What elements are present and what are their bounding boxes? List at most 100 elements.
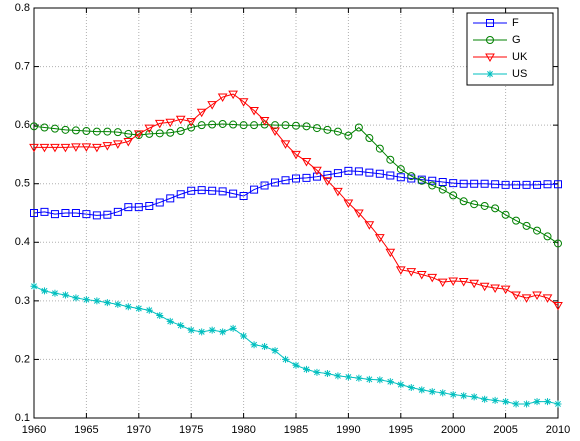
marker bbox=[218, 187, 227, 196]
marker bbox=[39, 143, 50, 153]
marker bbox=[259, 116, 270, 126]
legend-box bbox=[466, 12, 554, 86]
marker bbox=[428, 388, 436, 396]
marker bbox=[281, 121, 290, 130]
y-tick-label: 0.6 bbox=[15, 119, 30, 131]
x-tick-label: 1970 bbox=[127, 424, 151, 436]
marker bbox=[102, 142, 113, 151]
marker bbox=[502, 398, 510, 406]
marker bbox=[416, 271, 427, 280]
marker bbox=[512, 400, 520, 408]
marker bbox=[554, 400, 562, 408]
marker bbox=[30, 282, 38, 290]
marker bbox=[166, 317, 174, 325]
marker bbox=[501, 180, 510, 189]
marker bbox=[124, 203, 133, 212]
marker bbox=[145, 306, 153, 314]
marker bbox=[239, 121, 248, 130]
x-tick-label: 1990 bbox=[336, 424, 360, 436]
marker bbox=[92, 211, 101, 220]
marker bbox=[544, 398, 552, 406]
y-tick-label: 0.2 bbox=[15, 353, 30, 365]
x-tick-label: 2010 bbox=[546, 424, 570, 436]
marker bbox=[228, 90, 238, 100]
marker bbox=[281, 176, 290, 185]
marker bbox=[114, 300, 122, 308]
marker bbox=[397, 381, 405, 389]
marker bbox=[238, 98, 249, 107]
marker bbox=[61, 291, 69, 299]
marker bbox=[135, 304, 143, 312]
marker bbox=[133, 130, 144, 139]
marker bbox=[82, 210, 91, 219]
marker bbox=[82, 127, 91, 135]
marker bbox=[196, 108, 207, 118]
marker bbox=[71, 209, 80, 217]
legend-marker bbox=[486, 70, 494, 78]
marker bbox=[219, 328, 227, 336]
marker bbox=[532, 291, 542, 301]
marker bbox=[71, 143, 81, 152]
marker bbox=[61, 209, 70, 217]
marker bbox=[208, 120, 217, 129]
marker bbox=[365, 168, 374, 177]
marker bbox=[459, 179, 468, 188]
marker bbox=[239, 192, 248, 201]
marker bbox=[523, 400, 531, 408]
legend: FG UK US bbox=[466, 12, 554, 86]
marker bbox=[144, 124, 155, 134]
marker bbox=[375, 169, 384, 178]
marker bbox=[437, 278, 448, 288]
marker bbox=[301, 157, 312, 167]
marker bbox=[261, 343, 269, 351]
marker bbox=[448, 277, 459, 286]
marker bbox=[155, 198, 164, 207]
marker bbox=[522, 180, 531, 189]
marker bbox=[208, 186, 217, 195]
marker bbox=[124, 303, 132, 311]
marker bbox=[72, 294, 80, 302]
marker bbox=[385, 248, 396, 258]
marker bbox=[501, 210, 510, 219]
marker bbox=[81, 143, 92, 152]
marker bbox=[417, 176, 426, 185]
marker bbox=[512, 180, 521, 189]
marker bbox=[250, 341, 258, 349]
marker bbox=[40, 123, 49, 132]
marker bbox=[407, 384, 415, 392]
marker bbox=[365, 134, 374, 143]
marker bbox=[186, 118, 197, 127]
marker bbox=[491, 204, 500, 213]
marker bbox=[154, 119, 165, 129]
marker bbox=[427, 273, 438, 283]
marker bbox=[333, 187, 343, 197]
legend-marker bbox=[486, 19, 494, 27]
x-tick-label: 2000 bbox=[441, 424, 465, 436]
marker bbox=[229, 189, 238, 198]
marker bbox=[270, 127, 280, 137]
marker bbox=[124, 129, 133, 138]
marker bbox=[480, 201, 489, 210]
marker bbox=[197, 186, 206, 195]
marker bbox=[469, 279, 480, 289]
marker bbox=[82, 296, 90, 304]
marker bbox=[386, 155, 395, 164]
marker bbox=[354, 167, 363, 176]
marker bbox=[480, 179, 489, 188]
marker bbox=[323, 125, 332, 134]
marker bbox=[291, 150, 301, 160]
marker bbox=[50, 210, 59, 219]
marker bbox=[470, 200, 479, 209]
marker bbox=[343, 199, 354, 209]
marker bbox=[344, 166, 353, 175]
marker bbox=[470, 179, 479, 188]
marker bbox=[354, 209, 364, 219]
marker bbox=[280, 140, 291, 149]
marker bbox=[271, 347, 279, 355]
marker bbox=[175, 115, 186, 125]
series-line bbox=[34, 93, 559, 306]
marker bbox=[187, 186, 196, 195]
y-tick-label: 0.7 bbox=[15, 60, 30, 72]
marker bbox=[354, 123, 363, 132]
